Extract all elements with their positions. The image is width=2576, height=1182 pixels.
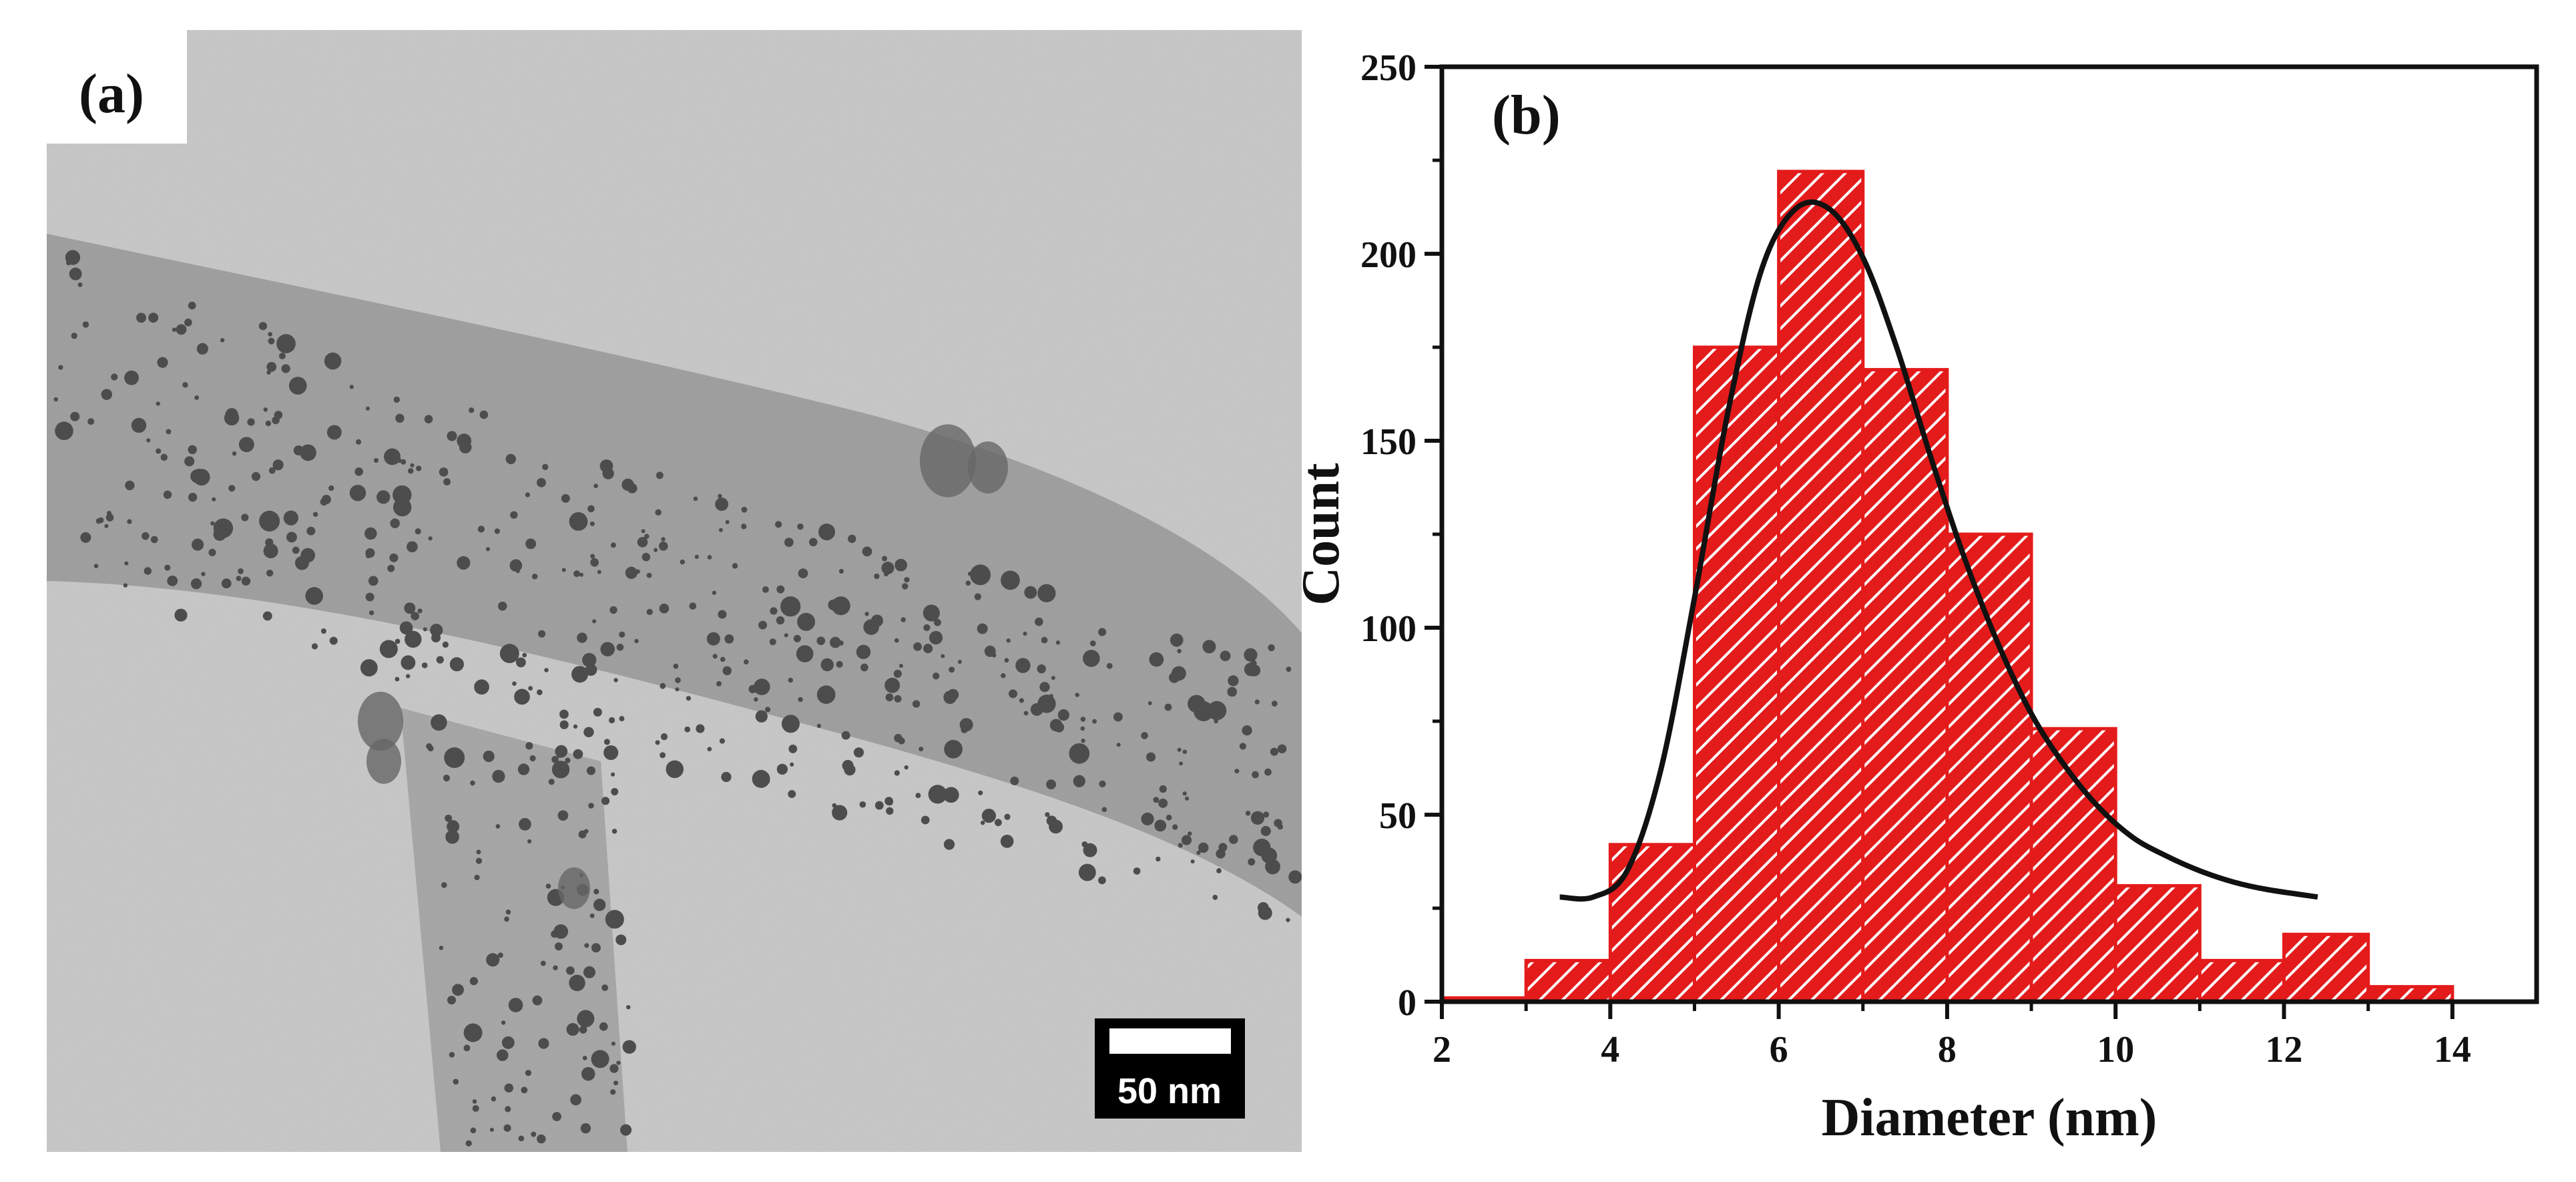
x-tick-label: 12 (2266, 1029, 2303, 1070)
histogram-bar (2198, 958, 2286, 1004)
panel-a-label-bg (47, 30, 187, 144)
y-axis-title: Count (1292, 463, 1350, 606)
x-tick-label: 14 (2434, 1029, 2471, 1070)
y-tick-label: 100 (1360, 608, 1416, 650)
fit-curve (1559, 199, 2318, 902)
histogram-panel: 2 4 6 8 10 12 14 0 50 100 150 200 250 Diameter (nm)… (1292, 47, 2539, 1147)
x-axis-title: Diameter (nm) (1822, 1089, 2157, 1147)
y-tick-label: 150 (1360, 421, 1416, 463)
panel-b-label: (b) (1492, 84, 1561, 146)
x-tick-label: 2 (1433, 1029, 1451, 1070)
y-axis: 0 50 100 150 200 250 (1360, 47, 1442, 1024)
y-tick-label: 250 (1360, 47, 1416, 89)
histogram-bar (1945, 532, 2033, 1004)
histogram-bars (1440, 170, 2455, 1004)
panel-a-label: (a) (79, 63, 144, 125)
y-tick-label: 0 (1398, 982, 1416, 1024)
x-tick-label: 4 (1601, 1029, 1619, 1070)
histogram-bar (1777, 170, 1865, 1004)
histogram-bar (2113, 883, 2202, 1004)
y-tick-label: 200 (1360, 234, 1416, 276)
x-tick-label: 6 (1770, 1029, 1788, 1070)
scale-bar-label: 50 nm (1117, 1071, 1222, 1111)
scale-bar (1109, 1028, 1231, 1054)
histogram-bar (1524, 958, 1612, 1004)
x-tick-label: 10 (2097, 1029, 2134, 1070)
tem-noise (47, 30, 1302, 1152)
y-tick-label: 50 (1379, 795, 1416, 837)
histogram-bar (2029, 727, 2117, 1004)
histogram-bar (2282, 932, 2370, 1004)
histogram-bar (1692, 345, 1781, 1004)
x-tick-label: 8 (1938, 1029, 1957, 1070)
histogram-bar (1608, 843, 1696, 1004)
tem-micrograph-panel: 50 nm (47, 30, 1302, 1152)
x-axis: 2 4 6 8 10 12 14 (1433, 1002, 2471, 1070)
